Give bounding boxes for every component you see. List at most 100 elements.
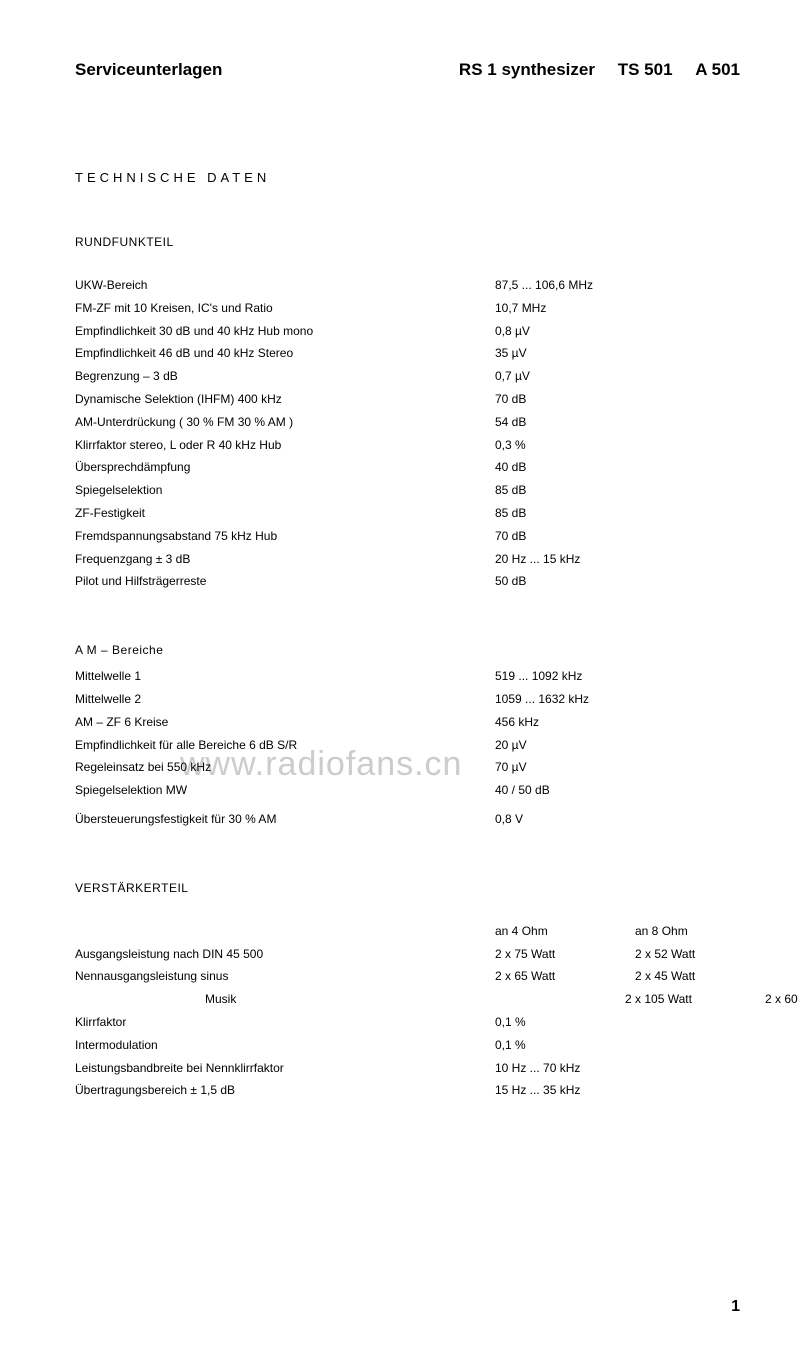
- data-row: Mittelwelle 1519 ... 1092 kHz: [75, 665, 740, 688]
- row-value: 10 Hz ... 70 kHz: [495, 1057, 635, 1080]
- data-row: Intermodulation0,1 %: [75, 1034, 740, 1057]
- data-row: Begrenzung – 3 dB0,7 µV: [75, 365, 740, 388]
- row-label: ZF-Festigkeit: [75, 502, 495, 525]
- am-rows: Mittelwelle 1519 ... 1092 kHzMittelwelle…: [75, 665, 740, 831]
- row-value-2: [635, 1034, 755, 1057]
- data-row: Nennausgangsleistung sinus2 x 65 Watt2 x…: [75, 965, 740, 988]
- row-label: Spiegelselektion MW: [75, 779, 495, 802]
- data-row: Übersteuerungsfestigkeit für 30 % AM0,8 …: [75, 808, 740, 831]
- row-value: 70 µV: [495, 756, 635, 779]
- row-label: Intermodulation: [75, 1034, 495, 1057]
- row-value: 20 Hz ... 15 kHz: [495, 548, 635, 571]
- data-row: Fremdspannungsabstand 75 kHz Hub70 dB: [75, 525, 740, 548]
- row-label: Nennausgangsleistung sinus: [75, 965, 495, 988]
- row-label: FM-ZF mit 10 Kreisen, IC's und Ratio: [75, 297, 495, 320]
- row-value-2: 2 x 60 Watt: [765, 988, 800, 1011]
- data-row: Leistungsbandbreite bei Nennklirrfaktor1…: [75, 1057, 740, 1080]
- amp-header-spacer: [75, 920, 495, 943]
- row-label: Empfindlichkeit 30 dB und 40 kHz Hub mon…: [75, 320, 495, 343]
- row-label: Musik: [75, 988, 625, 1011]
- section-am-bereiche: A M – Bereiche Mittelwelle 1519 ... 1092…: [75, 643, 740, 831]
- subsection-title-am: A M – Bereiche: [75, 643, 740, 657]
- row-value: 40 / 50 dB: [495, 779, 635, 802]
- row-value: 85 dB: [495, 479, 635, 502]
- row-value: 1059 ... 1632 kHz: [495, 688, 635, 711]
- data-row: Klirrfaktor stereo, L oder R 40 kHz Hub0…: [75, 434, 740, 457]
- row-value: 87,5 ... 106,6 MHz: [495, 274, 635, 297]
- row-value-2: 2 x 45 Watt: [635, 965, 755, 988]
- row-label: Spiegelselektion: [75, 479, 495, 502]
- page: www.radiofans.cn Serviceunterlagen RS 1 …: [0, 0, 800, 1366]
- row-value: 2 x 105 Watt: [625, 988, 765, 1011]
- data-row: Musik2 x 105 Watt2 x 60 Watt: [75, 988, 740, 1011]
- amp-rows: Ausgangsleistung nach DIN 45 5002 x 75 W…: [75, 943, 740, 1103]
- rundfunk-rows: UKW-Bereich87,5 ... 106,6 MHzFM-ZF mit 1…: [75, 274, 740, 593]
- row-label: Dynamische Selektion (IHFM) 400 kHz: [75, 388, 495, 411]
- data-row: FM-ZF mit 10 Kreisen, IC's und Ratio10,7…: [75, 297, 740, 320]
- data-row: Dynamische Selektion (IHFM) 400 kHz70 dB: [75, 388, 740, 411]
- header-model-sub1: TS 501: [618, 60, 673, 79]
- row-label: Empfindlichkeit für alle Bereiche 6 dB S…: [75, 734, 495, 757]
- row-value: 85 dB: [495, 502, 635, 525]
- row-label: AM-Unterdrückung ( 30 % FM 30 % AM ): [75, 411, 495, 434]
- data-row: Ausgangsleistung nach DIN 45 5002 x 75 W…: [75, 943, 740, 966]
- data-row: Empfindlichkeit für alle Bereiche 6 dB S…: [75, 734, 740, 757]
- row-label: Mittelwelle 1: [75, 665, 495, 688]
- row-label: Übersteuerungsfestigkeit für 30 % AM: [75, 808, 495, 831]
- row-value: 40 dB: [495, 456, 635, 479]
- row-value: 70 dB: [495, 525, 635, 548]
- row-label: Begrenzung – 3 dB: [75, 365, 495, 388]
- header-model-sub2: A 501: [695, 60, 740, 79]
- header-title-left: Serviceunterlagen: [75, 60, 222, 80]
- row-label: Empfindlichkeit 46 dB und 40 kHz Stereo: [75, 342, 495, 365]
- row-label: Klirrfaktor stereo, L oder R 40 kHz Hub: [75, 434, 495, 457]
- row-value: 0,3 %: [495, 434, 635, 457]
- header-model-main: RS 1 synthesizer: [459, 60, 595, 79]
- section-title: TECHNISCHE DATEN: [75, 170, 740, 185]
- data-row: Mittelwelle 21059 ... 1632 kHz: [75, 688, 740, 711]
- row-label: Regeleinsatz bei 550 kHz: [75, 756, 495, 779]
- row-value-2: [635, 1057, 755, 1080]
- data-row: Spiegelselektion85 dB: [75, 479, 740, 502]
- row-value: 0,1 %: [495, 1034, 635, 1057]
- row-value-2: [635, 1079, 755, 1102]
- data-row: Spiegelselektion MW40 / 50 dB: [75, 779, 740, 802]
- page-number: 1: [731, 1298, 740, 1316]
- data-row: Pilot und Hilfsträgerreste50 dB: [75, 570, 740, 593]
- data-row: Übersprechdämpfung40 dB: [75, 456, 740, 479]
- row-value: 456 kHz: [495, 711, 635, 734]
- row-value: 519 ... 1092 kHz: [495, 665, 635, 688]
- data-row: ZF-Festigkeit85 dB: [75, 502, 740, 525]
- data-row: AM – ZF 6 Kreise456 kHz: [75, 711, 740, 734]
- row-label: Übersprechdämpfung: [75, 456, 495, 479]
- row-value: 35 µV: [495, 342, 635, 365]
- header-title-right: RS 1 synthesizer TS 501 A 501: [441, 60, 740, 80]
- row-label: Mittelwelle 2: [75, 688, 495, 711]
- row-value: 70 dB: [495, 388, 635, 411]
- data-row: UKW-Bereich87,5 ... 106,6 MHz: [75, 274, 740, 297]
- subsection-title-verstaerker: VERSTÄRKERTEIL: [75, 881, 740, 895]
- row-value: 2 x 75 Watt: [495, 943, 635, 966]
- row-value: 15 Hz ... 35 kHz: [495, 1079, 635, 1102]
- row-label: Ausgangsleistung nach DIN 45 500: [75, 943, 495, 966]
- data-row: Klirrfaktor0,1 %: [75, 1011, 740, 1034]
- data-row: Empfindlichkeit 30 dB und 40 kHz Hub mon…: [75, 320, 740, 343]
- row-value: 0,8 V: [495, 808, 635, 831]
- row-value-2: 2 x 52 Watt: [635, 943, 755, 966]
- amp-header-col1: an 4 Ohm: [495, 920, 635, 943]
- row-value: 20 µV: [495, 734, 635, 757]
- row-label: Klirrfaktor: [75, 1011, 495, 1034]
- row-label: AM – ZF 6 Kreise: [75, 711, 495, 734]
- data-row: AM-Unterdrückung ( 30 % FM 30 % AM )54 d…: [75, 411, 740, 434]
- data-row: Empfindlichkeit 46 dB und 40 kHz Stereo3…: [75, 342, 740, 365]
- row-value: 0,7 µV: [495, 365, 635, 388]
- data-row: Übertragungsbereich ± 1,5 dB15 Hz ... 35…: [75, 1079, 740, 1102]
- row-value-2: [635, 1011, 755, 1034]
- row-value: 0,1 %: [495, 1011, 635, 1034]
- row-label: Übertragungsbereich ± 1,5 dB: [75, 1079, 495, 1102]
- row-label: UKW-Bereich: [75, 274, 495, 297]
- content: Serviceunterlagen RS 1 synthesizer TS 50…: [75, 60, 740, 1102]
- amp-header-col2: an 8 Ohm: [635, 920, 755, 943]
- row-label: Fremdspannungsabstand 75 kHz Hub: [75, 525, 495, 548]
- section-rundfunkteil: RUNDFUNKTEIL UKW-Bereich87,5 ... 106,6 M…: [75, 235, 740, 593]
